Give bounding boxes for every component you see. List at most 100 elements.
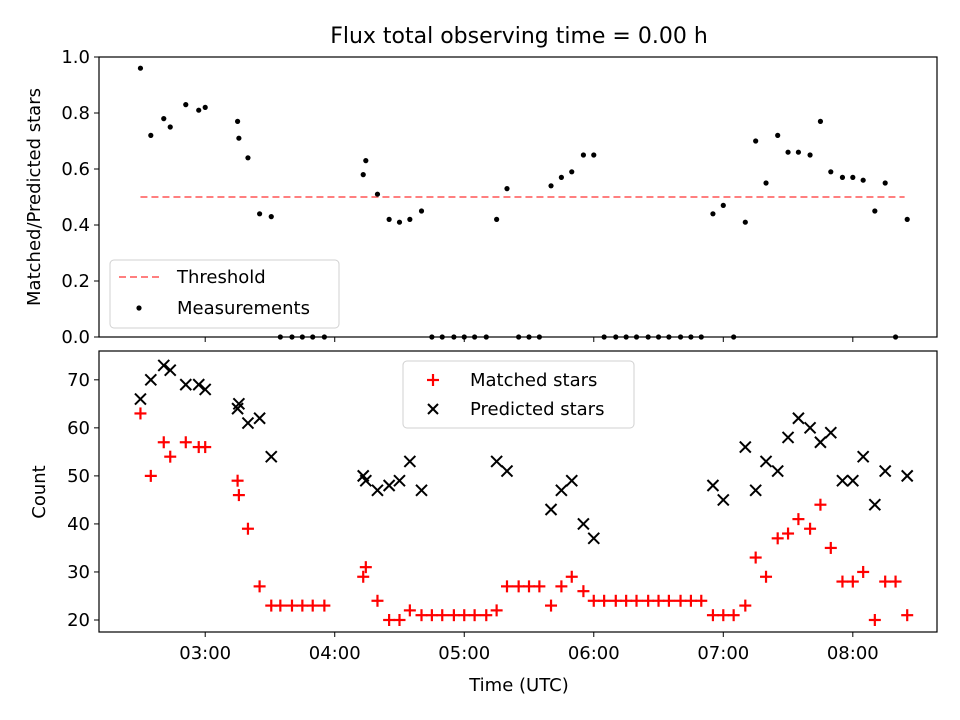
matched-star-point bbox=[425, 609, 438, 622]
measurement-point bbox=[785, 149, 791, 155]
matched-star-point bbox=[652, 594, 665, 607]
matched-star-point bbox=[500, 580, 513, 593]
measurement-point bbox=[850, 174, 856, 180]
measurement-point bbox=[860, 177, 866, 183]
predicted-star-point bbox=[241, 416, 255, 430]
predicted-star-point bbox=[565, 474, 578, 487]
predicted-star-point bbox=[824, 426, 838, 439]
measurement-point bbox=[363, 158, 369, 164]
matched-star-point bbox=[523, 580, 536, 593]
matched-star-point bbox=[306, 599, 319, 612]
measurement-point bbox=[504, 186, 510, 192]
predicted-star-point bbox=[134, 392, 147, 406]
matched-star-point bbox=[901, 609, 914, 622]
matched-star-point bbox=[782, 527, 795, 540]
measurement-point bbox=[872, 208, 878, 214]
matched-star-point bbox=[598, 594, 611, 607]
predicted-star-point bbox=[781, 431, 795, 444]
predicted-legend-label: Predicted stars bbox=[470, 399, 604, 420]
matched-star-point bbox=[674, 594, 687, 607]
predicted-star-point bbox=[164, 364, 177, 377]
measurement-point bbox=[753, 138, 759, 144]
matched-star-point bbox=[727, 609, 740, 622]
matched-star-point bbox=[717, 609, 730, 622]
matched-star-point bbox=[792, 513, 805, 526]
predicted-star-point bbox=[856, 450, 870, 463]
measurement-point bbox=[245, 155, 251, 161]
predicted-star-point bbox=[490, 455, 503, 468]
matched-star-point bbox=[814, 498, 827, 511]
matched-star-point bbox=[393, 613, 406, 626]
ratio-y-axis-label: Matched/Predicted stars bbox=[24, 88, 45, 306]
predicted-star-point bbox=[717, 493, 730, 507]
matched-star-point bbox=[383, 613, 396, 626]
predicted-star-point bbox=[253, 412, 266, 425]
matched-star-point bbox=[565, 570, 578, 583]
count-x-ticks: 03:00 04:00 05:00 06:00 07:00 08:00 bbox=[179, 632, 879, 664]
matched-star-point bbox=[889, 575, 902, 588]
matched-star-point bbox=[447, 609, 460, 622]
count-legend-frame bbox=[402, 360, 635, 429]
predicted-star-point bbox=[771, 464, 784, 478]
ratio-y-tick-label: 1.0 bbox=[61, 47, 90, 68]
ratio-legend-frame bbox=[109, 259, 340, 329]
predicted-star-point bbox=[814, 436, 827, 449]
predicted-star-point bbox=[587, 532, 600, 545]
matched-star-point bbox=[684, 594, 697, 607]
matched-star-point bbox=[480, 609, 493, 622]
matched-star-point bbox=[545, 599, 558, 612]
count-y-tick-label: 20 bbox=[67, 610, 90, 631]
matched-star-point bbox=[164, 450, 177, 463]
ratio-marks bbox=[137, 65, 910, 340]
measurement-point bbox=[360, 172, 366, 178]
measurement-point bbox=[202, 104, 208, 110]
predicted-star-point bbox=[359, 474, 373, 487]
x-tick-label: 03:00 bbox=[179, 643, 231, 664]
matched-star-point bbox=[620, 594, 633, 607]
predicted-star-point bbox=[192, 378, 205, 391]
count-y-tick-label: 40 bbox=[67, 514, 90, 535]
measurement-point bbox=[742, 219, 748, 225]
matched-star-point bbox=[609, 594, 622, 607]
predicted-star-point bbox=[739, 440, 752, 454]
predicted-star-point bbox=[792, 412, 805, 425]
predicted-star-point bbox=[836, 474, 849, 487]
predicted-star-point bbox=[868, 498, 882, 511]
matched-star-point bbox=[436, 609, 449, 622]
matched-star-point bbox=[804, 522, 817, 535]
measurement-point bbox=[591, 152, 597, 158]
predicted-star-point bbox=[555, 484, 568, 497]
x-tick-label: 05:00 bbox=[438, 643, 490, 664]
ratio-legend: Threshold Measurements bbox=[109, 259, 340, 329]
measurement-point bbox=[807, 152, 813, 158]
matched-star-point bbox=[739, 599, 752, 612]
matched-star-point bbox=[403, 604, 416, 617]
ratio-panel: 0.0 0.2 0.4 0.6 0.8 1.0 Matched/Predicted sta… bbox=[24, 47, 938, 348]
matched-star-point bbox=[318, 599, 331, 612]
matched-star-point bbox=[415, 609, 428, 622]
predicted-star-point bbox=[759, 455, 773, 468]
matched-star-point bbox=[231, 474, 244, 487]
predicted-star-point bbox=[157, 359, 170, 372]
matched-star-point bbox=[144, 469, 157, 482]
matched-star-point bbox=[179, 436, 192, 449]
measurement-point bbox=[374, 191, 381, 197]
predicted-legend-swatch bbox=[427, 403, 439, 415]
matched-star-point bbox=[824, 541, 837, 554]
measurement-point bbox=[407, 216, 413, 222]
matched-star-point bbox=[512, 580, 525, 593]
matched-star-point bbox=[490, 604, 503, 617]
matched-star-point bbox=[285, 599, 298, 612]
measurement-point bbox=[167, 124, 173, 130]
predicted-star-point bbox=[382, 479, 396, 492]
matched-star-point bbox=[630, 594, 643, 607]
measurement-point bbox=[148, 132, 154, 138]
measurements-legend-swatch bbox=[136, 305, 142, 311]
matched-star-point bbox=[868, 613, 881, 626]
ratio-y-tick-label: 0.8 bbox=[61, 103, 90, 124]
predicted-star-point bbox=[393, 474, 406, 487]
measurement-point bbox=[828, 169, 834, 175]
predicted-star-point bbox=[371, 484, 384, 497]
measurement-point bbox=[882, 180, 888, 186]
count-marks bbox=[134, 359, 914, 626]
